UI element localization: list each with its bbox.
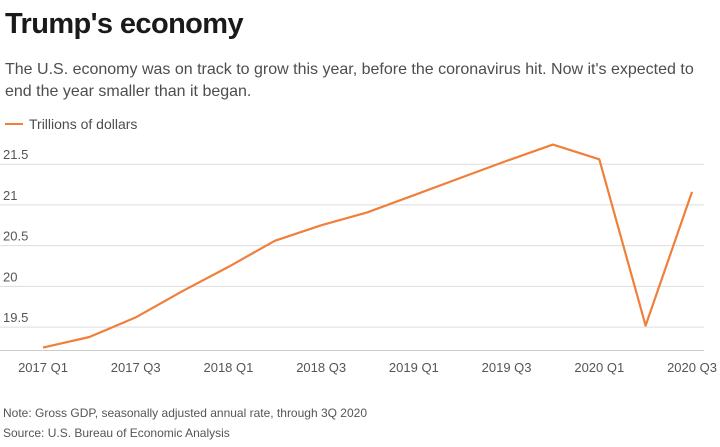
legend-label: Trillions of dollars	[29, 116, 138, 132]
y-tick-label: 21.5	[3, 147, 28, 162]
x-tick-label: 2019 Q3	[482, 360, 532, 375]
y-tick-label: 20	[3, 269, 17, 284]
x-tick-label: 2017 Q1	[18, 360, 68, 375]
x-tick-label: 2017 Q3	[111, 360, 161, 375]
chart-source: Source: U.S. Bureau of Economic Analysis	[3, 426, 230, 440]
x-tick-label: 2020 Q1	[574, 360, 624, 375]
x-axis-ticks: 2017 Q1 2017 Q3 2018 Q1 2018 Q3 2019 Q1 2019 …	[18, 360, 717, 375]
series-layer	[42, 143, 694, 349]
chart-note: Note: Gross GDP, seasonally adjusted ann…	[3, 406, 368, 420]
x-tick-label: 2020 Q3	[667, 360, 717, 375]
x-tick-label: 2019 Q1	[389, 360, 439, 375]
y-tick-label: 20.5	[3, 229, 28, 244]
chart-subtitle: The U.S. economy was on track to grow th…	[5, 61, 694, 100]
y-tick-label: 21	[3, 188, 17, 203]
y-tick-label: 19.5	[3, 310, 28, 325]
grid-layer	[0, 163, 704, 351]
legend: Trillions of dollars	[5, 116, 137, 132]
legend-swatch	[5, 123, 23, 125]
chart-title: Trump's economy	[5, 8, 244, 40]
x-tick-label: 2018 Q1	[203, 360, 253, 375]
y-axis-ticks: 19.5 20 20.5 21 21.5	[3, 147, 28, 325]
x-tick-label: 2018 Q3	[296, 360, 346, 375]
